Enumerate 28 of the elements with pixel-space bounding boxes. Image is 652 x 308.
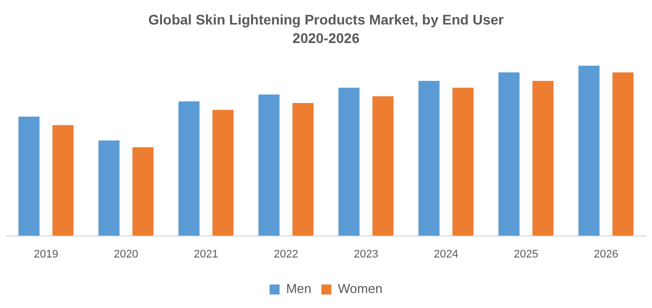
legend-label: Women [338, 281, 382, 296]
bar [258, 94, 280, 236]
bar [178, 101, 200, 236]
bar [372, 96, 394, 236]
x-tick-label: 2024 [434, 248, 458, 260]
chart-subtitle: 2020-2026 [292, 30, 360, 46]
bar [18, 116, 40, 236]
bar [532, 80, 554, 236]
bar [52, 125, 74, 236]
bar [612, 72, 634, 236]
x-tick-label: 2021 [194, 248, 218, 260]
x-tick-label: 2019 [34, 248, 58, 260]
legend-label: Men [286, 281, 312, 296]
x-tick-label: 2026 [594, 248, 618, 260]
bar [452, 88, 474, 236]
bar [132, 147, 154, 236]
chart-title: Global Skin Lightening Products Market, by End User [148, 11, 504, 28]
bar [418, 80, 440, 236]
bar [98, 140, 120, 236]
bar [292, 103, 314, 236]
x-tick-label: 2022 [274, 248, 298, 260]
bar [338, 88, 360, 236]
bar [498, 72, 520, 236]
bar [578, 66, 600, 236]
bar [212, 110, 234, 236]
x-tick-label: 2020 [114, 248, 138, 260]
x-tick-label: 2025 [514, 248, 538, 260]
x-tick-label: 2023 [354, 248, 378, 260]
